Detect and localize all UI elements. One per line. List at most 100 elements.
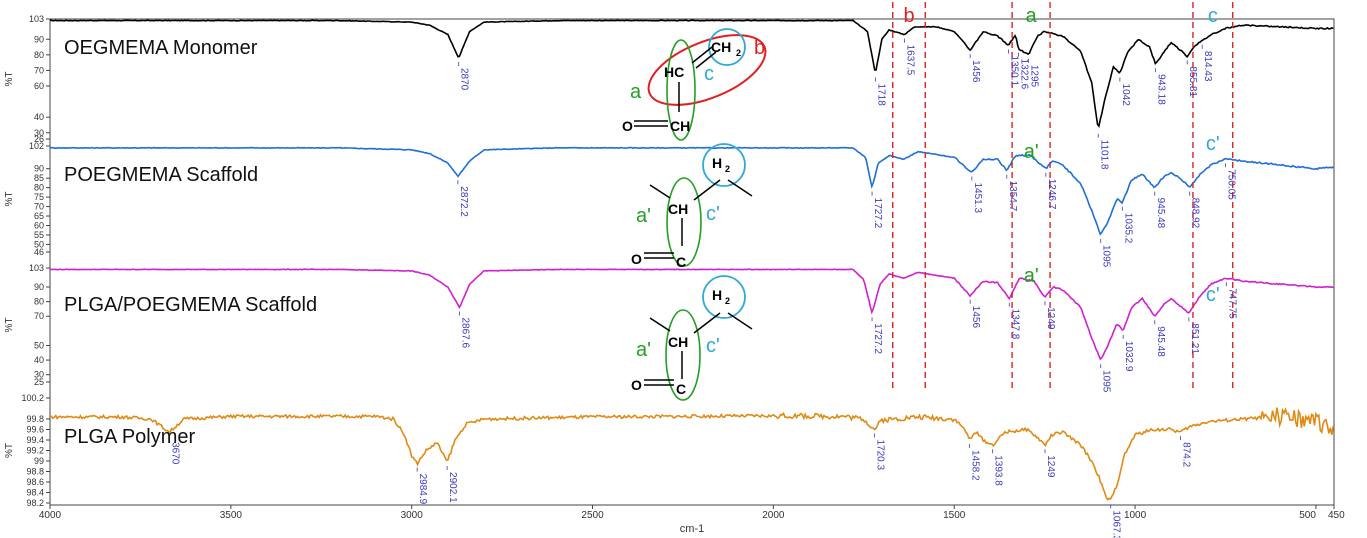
peak-label: 1456: [970, 60, 981, 83]
y-tick-label: 26: [34, 134, 44, 144]
y-tick-label: 99.2: [26, 446, 44, 456]
svg-text:2: 2: [725, 296, 730, 306]
svg-text:CH: CH: [670, 118, 690, 134]
y-tick-label: 40: [34, 112, 44, 122]
y-tick-label: 103: [29, 14, 44, 24]
composite-label-a-prime: a': [636, 339, 651, 361]
series-line-3: [49, 268, 1334, 361]
y-tick-label: 70: [34, 311, 44, 321]
x-tick-label: 3000: [401, 510, 424, 521]
x-tick-label: 2500: [581, 510, 604, 521]
y-tick-label: 65: [34, 211, 44, 221]
peak-label: 851.21: [1189, 323, 1200, 354]
peak-label: 1347.8: [1009, 309, 1020, 340]
series-line-2: [49, 146, 1334, 236]
band-prime-label: a': [1024, 265, 1039, 287]
peak-label: 1393.8: [993, 455, 1004, 486]
svg-text:CH: CH: [668, 334, 688, 350]
peak-label: 855.81: [1187, 66, 1198, 97]
peak-label: 1354.7: [1007, 181, 1018, 212]
y-tick-label: 80: [34, 50, 44, 60]
svg-text:O: O: [631, 251, 642, 267]
peak-label: 1095: [1101, 245, 1112, 268]
y-tick-label: 102: [29, 141, 44, 151]
series-titles: OEGMEMA Monomer POEGMEMA Scaffold PLGA/POE…: [64, 37, 317, 448]
y-tick-label: 30: [34, 128, 44, 138]
peak-label: 1458.2: [969, 450, 980, 481]
svg-text:CH: CH: [668, 201, 688, 217]
y-tick-label: 55: [34, 230, 44, 240]
peak-label: 1067.3: [1111, 510, 1122, 538]
series-line-4: [49, 407, 1335, 501]
peak-label: 2902.1: [447, 472, 458, 503]
peak-label: 3670: [169, 442, 180, 465]
peak-label: 1637.5: [904, 45, 915, 76]
x-tick-label: 1500: [943, 510, 966, 521]
series-name-4: PLGA Polymer: [64, 426, 196, 448]
y-tick-label: 50: [34, 239, 44, 249]
peak-label: 1350.1: [1008, 55, 1019, 86]
band-marker-label-c: c: [1208, 5, 1218, 27]
svg-text:O: O: [631, 377, 642, 393]
monomer-label-c: c: [704, 63, 714, 85]
series-name-1: OEGMEMA Monomer: [64, 37, 258, 59]
x-tick-label: 450: [1328, 510, 1345, 521]
peak-label: 874.2: [1181, 442, 1192, 467]
svg-text:C: C: [676, 254, 686, 270]
y-tick-label: 99.6: [26, 425, 44, 435]
plga-poegmema-structure: H 2 CH O C: [631, 275, 753, 401]
peak-label: 1035.2: [1122, 213, 1133, 244]
y-tick-label: 98.8: [26, 467, 44, 477]
peak-label: 2870: [459, 68, 470, 91]
y-tick-label: 80: [34, 183, 44, 193]
y-axis-label: %T: [4, 72, 15, 87]
svg-text:CH: CH: [711, 39, 731, 55]
y-tick-label: 98.4: [26, 488, 44, 498]
peak-label: 1249: [1045, 455, 1056, 478]
plot-border: [49, 18, 1335, 506]
y-tick-label: 25: [34, 377, 44, 387]
y-tick-label: 50: [34, 340, 44, 350]
svg-text:2: 2: [725, 164, 730, 174]
series-name-3: PLGA/POEGMEMA Scaffold: [64, 294, 317, 316]
y-tick-label: 46: [34, 247, 44, 257]
svg-text:C: C: [676, 381, 686, 397]
y-tick-label: 99.8: [26, 414, 44, 424]
peak-label: 1727.2: [872, 198, 883, 229]
peak-label: 2872.2: [458, 186, 469, 217]
poegmema-structure: H 2 CH O C: [631, 143, 753, 270]
y-tick-label: 60: [34, 81, 44, 91]
peak-label: 2867.6: [460, 317, 471, 348]
y-tick-label: 103: [29, 263, 44, 273]
band-prime-label: c': [1206, 284, 1220, 306]
peak-label: 1249: [1045, 307, 1056, 330]
y-tick-label: 98.6: [26, 477, 44, 487]
peak-label: 747.75: [1226, 288, 1237, 319]
peak-label: 1095: [1101, 370, 1112, 393]
y-tick-label: 90: [34, 164, 44, 174]
peak-label: 945.48: [1155, 198, 1166, 229]
peak-label: 1295: [1028, 65, 1039, 88]
y-tick-label: 99.4: [26, 435, 44, 445]
peak-label: 2984.9: [417, 474, 428, 505]
x-tick-label: 4000: [39, 510, 62, 521]
y-tick-label: 99: [34, 456, 44, 466]
peak-label: 750.05: [1225, 169, 1236, 200]
axes: 10390807060403026%T102908580757065605550…: [4, 14, 1345, 535]
peak-label: 848.92: [1190, 198, 1201, 229]
peak-label: 1101.8: [1098, 140, 1109, 170]
peak-label: 1456: [970, 306, 981, 329]
y-axis-label: %T: [4, 443, 15, 458]
x-tick-label: 3500: [220, 510, 243, 521]
peak-label: 1451.3: [972, 183, 983, 214]
plot-frame: [49, 18, 1335, 506]
band-prime-label: c': [1206, 133, 1220, 155]
peak-label: 1718: [875, 84, 886, 107]
svg-text:2: 2: [736, 48, 741, 58]
y-tick-label: 90: [34, 34, 44, 44]
svg-text:HC: HC: [664, 64, 684, 80]
svg-text:O: O: [622, 118, 633, 134]
y-tick-label: 80: [34, 297, 44, 307]
peak-label: 1042: [1120, 84, 1131, 107]
peak-label: 1032.9: [1123, 341, 1134, 372]
